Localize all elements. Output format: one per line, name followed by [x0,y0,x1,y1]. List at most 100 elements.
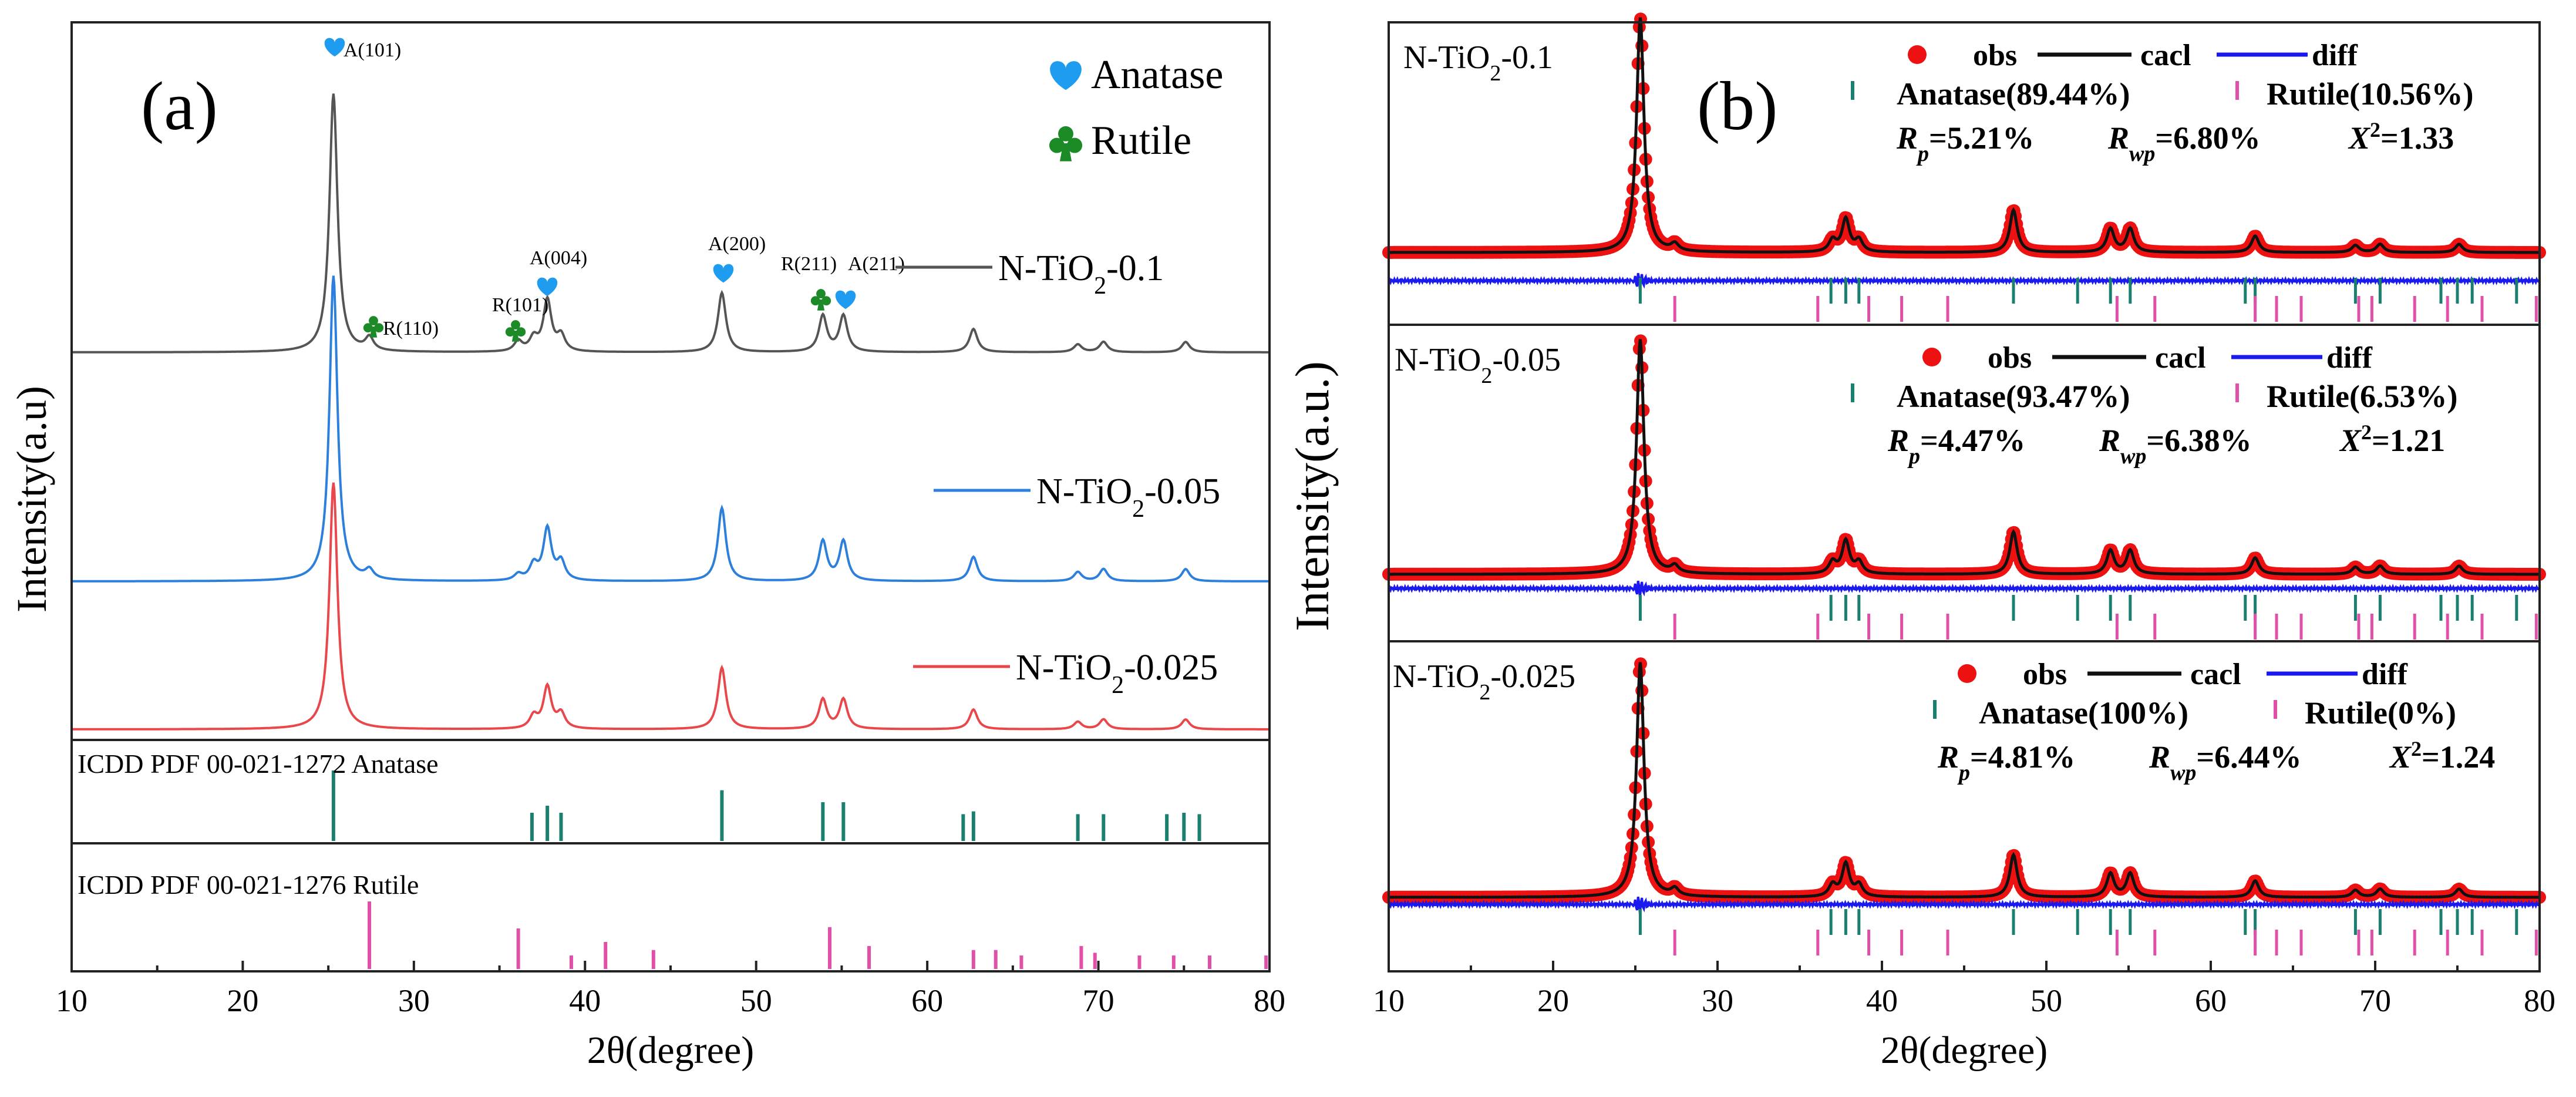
rutile-club-icon [505,320,526,342]
panel-a-peak-labels: A(101) R(110) R(101) A(004) A(200) R(211) A(21… [324,38,905,342]
x-tick-label: 60 [911,983,943,1018]
sample-label: N-TiO2-0.025 [1393,658,1575,705]
legend-heart-icon [1050,61,1082,90]
panel-a-traces [72,93,1270,731]
panel-a-x-ticks: 10 20 30 40 50 60 70 80 [56,961,1285,1018]
diff-line [1388,272,2541,290]
legend-calc-label: cacl [2190,658,2241,691]
x-tick-label: 70 [2359,983,2391,1018]
peak-label: A(101) [344,39,401,61]
series-label: N-TiO2-0.025 [1016,648,1218,699]
anatase-heart-icon [537,277,558,297]
x-tick-label: 40 [1866,983,1898,1018]
legend-calc-label: cacl [2155,341,2206,375]
rwp-value: Rwp=6.44% [2149,739,2302,785]
legend-obs-label: obs [1973,39,2017,72]
panel-a-xlabel: 2θ(degree) [587,1029,754,1072]
club-stem [1059,143,1072,161]
legend-obs-marker [1958,664,1976,683]
rutile-club-icon [810,289,831,311]
x-tick-label: 80 [2524,983,2555,1018]
peak-label: A(200) [708,233,766,255]
rwp-value: Rwp=6.80% [2107,120,2261,166]
club-lobe [810,296,820,306]
sample-label: N-TiO2-0.05 [1395,342,1561,388]
club-lobe [363,323,373,333]
legend-obs-label: obs [1988,341,2032,375]
x-tick-label: 20 [1537,983,1569,1018]
peak-label: A(211) [848,253,905,275]
panel-a-bottom-frame [70,842,1271,973]
club-lobe [369,316,378,326]
legend-obs-marker [1908,45,1927,64]
peak-label: A(004) [530,247,587,269]
chi-value: X2=1.21 [2339,420,2445,458]
trace-0_025 [72,482,1270,731]
club-lobe [1058,126,1073,142]
panel-a-reference-sticks [331,770,1268,969]
panel-a-letter: (a) [141,68,218,144]
rwp-value: Rwp=6.38% [2099,423,2252,469]
panel-a-main-frame [70,21,1271,844]
subpanel-3: N-TiO2-0.025 obs cacl diff Anatase(100%) Ruti… [1382,657,2546,955]
x-tick-label: 30 [1702,983,1733,1018]
x-tick-label: 10 [1373,983,1405,1018]
panel-b-xlabel: 2θ(degree) [1881,1029,2048,1072]
phase-anatase-label: Anatase(93.47%) [1897,379,2130,414]
panel-b-content: N-TiO2-0.1 obs cacl diff Anatase(89.44%) Ruti… [1382,12,2546,955]
club-stem [369,327,378,338]
legend-obs-label: obs [2023,658,2067,691]
x-tick-label: 30 [398,983,430,1018]
club-lobe [821,296,831,306]
phase-anatase-label: Anatase(89.44%) [1897,76,2130,112]
club-stem [817,300,825,311]
legend-anatase-label: Anatase [1091,52,1223,97]
panel-a-ref-anatase-label: ICDD PDF 00-021-1272 Anatase [78,749,439,779]
calc-line [1389,17,2540,254]
anatase-heart-icon [835,290,856,309]
legend-diff-label: diff [2326,341,2373,375]
panel-a-ylabel: Intensity(a.u) [8,386,55,613]
panel-b-ylabel: Intensity(a.u.) [1285,361,1339,631]
rp-value: Rp=5.21% [1896,120,2034,166]
x-tick-label: 70 [1083,983,1114,1018]
legend-calc-label: cacl [2140,39,2191,72]
panel-a-series-labels: N-TiO2-0.1 N-TiO2-0.05 N-TiO2-0.025 [895,248,1220,699]
club-lobe [374,323,384,333]
panel-a: A(101) R(110) R(101) A(004) A(200) R(211) A(21… [8,21,1285,1072]
legend-rutile-label: Rutile [1091,118,1191,163]
x-tick-label: 50 [740,983,772,1018]
peak-label: R(101) [492,294,548,316]
panel-b-frame [1388,21,2541,973]
panel-a-ref-rutile-label: ICDD PDF 00-021-1276 Rutile [78,870,419,900]
rutile-club-icon [363,316,384,338]
sample-label: N-TiO2-0.1 [1403,39,1553,86]
calc-line [1389,662,2540,899]
x-tick-label: 40 [569,983,601,1018]
calc-line [1389,339,2540,576]
anatase-heart-icon [713,264,734,283]
panel-a-legend: Anatase Rutile [1049,52,1223,163]
legend-club-icon [1049,126,1083,161]
anatase-heart-icon [324,38,345,57]
phase-rutile-label: Rutile(6.53%) [2267,379,2457,414]
club-lobe [505,327,515,337]
peak-label: R(110) [383,318,439,339]
x-tick-label: 50 [2031,983,2062,1018]
chi-value: X2=1.33 [2348,118,2454,156]
trace-0_05 [72,275,1270,583]
panel-b: N-TiO2-0.1 obs cacl diff Anatase(89.44%) Ruti… [1285,12,2555,1072]
phase-rutile-label: Rutile(0%) [2305,695,2456,731]
club-lobe [1067,137,1083,153]
series-label: N-TiO2-0.05 [1036,472,1220,523]
x-tick-label: 80 [1254,983,1285,1018]
legend-obs-marker [1922,348,1941,366]
club-lobe [1049,137,1065,153]
trace-0_1 [72,93,1270,354]
legend-diff-label: diff [2362,658,2408,691]
legend-diff-label: diff [2312,39,2358,72]
rp-value: Rp=4.47% [1887,423,2025,469]
panel-b-x-ticks: 10 20 30 40 50 60 70 80 [1373,961,2555,1018]
x-tick-label: 10 [56,983,87,1018]
